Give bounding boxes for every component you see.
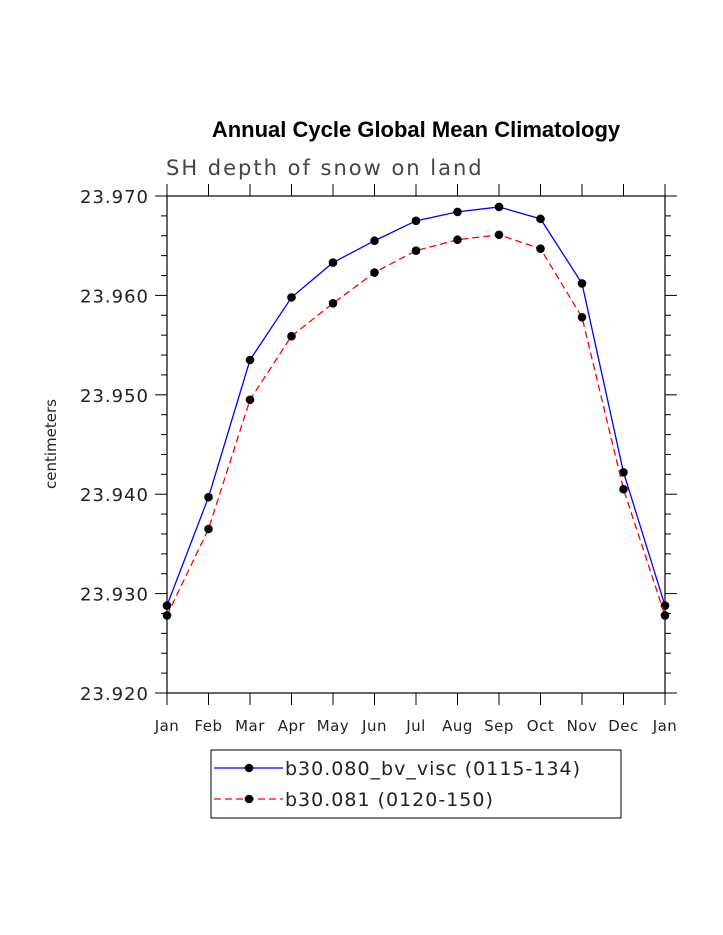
data-point — [494, 230, 504, 240]
chart-title: Annual Cycle Global Mean Climatology — [212, 117, 621, 142]
data-point — [204, 524, 213, 534]
data-point — [494, 202, 504, 212]
data-point — [619, 484, 628, 494]
series-line — [166, 234, 666, 616]
data-point — [162, 611, 172, 620]
data-point — [287, 331, 296, 341]
chart-subtitle: SH depth of snow on land — [166, 156, 484, 180]
data-point — [328, 299, 338, 308]
x-tick-label: Aug — [442, 717, 473, 735]
series-line — [166, 206, 666, 606]
data-point — [328, 258, 338, 267]
x-tick-label: Nov — [567, 717, 598, 735]
series-layer — [162, 202, 670, 620]
y-tick-label: 23.960 — [80, 286, 149, 307]
legend-label: b30.081 (0120-150) — [285, 789, 494, 811]
data-point — [577, 312, 587, 322]
y-tick-label: 23.920 — [80, 684, 149, 705]
x-tick-label: Jun — [361, 717, 387, 735]
x-tick-label: May — [317, 717, 350, 735]
x-tick-label: Mar — [235, 717, 265, 735]
y-tick-label: 23.930 — [80, 585, 149, 606]
data-point — [577, 279, 587, 288]
data-point — [204, 492, 213, 502]
data-point — [453, 207, 462, 217]
data-point — [453, 235, 462, 245]
x-tick-label: Apr — [278, 717, 306, 735]
y-tick-label: 23.970 — [80, 187, 149, 208]
data-point — [411, 216, 421, 226]
x-tick-label: Jan — [154, 717, 180, 735]
data-point — [411, 246, 421, 255]
x-tick-label: Jan — [652, 717, 678, 735]
legend-marker — [244, 763, 254, 773]
data-point — [660, 611, 670, 620]
axes: 23.920 23.930 23.940 23.950 23.960 23.970 Jan F… — [80, 184, 677, 735]
legend-marker — [244, 794, 254, 804]
x-tick-label: Sep — [484, 717, 514, 735]
series-1 — [162, 202, 670, 610]
data-point — [245, 395, 255, 405]
series-2 — [162, 230, 670, 620]
data-point — [536, 244, 545, 253]
y-tick-label: 23.950 — [80, 386, 149, 407]
data-point — [536, 214, 545, 224]
data-point — [287, 293, 296, 302]
data-point — [162, 601, 172, 610]
legend-label: b30.080_bv_visc (0115-134) — [285, 758, 581, 780]
data-point — [370, 236, 379, 246]
legend: b30.080_bv_visc (0115-134) b30.081 (0120-… — [210, 749, 622, 819]
plot-frame — [166, 195, 666, 694]
y-axis-label: centimeters — [42, 399, 60, 489]
x-tick-label: Oct — [527, 717, 554, 735]
data-point — [370, 268, 379, 277]
x-tick-label: Feb — [194, 717, 222, 735]
data-point — [660, 601, 670, 610]
y-tick-label: 23.940 — [80, 485, 149, 506]
x-tick-label: Jul — [405, 717, 426, 735]
data-point — [619, 468, 628, 477]
data-point — [245, 355, 255, 365]
x-tick-label: Dec — [608, 717, 639, 735]
legend-box — [210, 749, 622, 819]
